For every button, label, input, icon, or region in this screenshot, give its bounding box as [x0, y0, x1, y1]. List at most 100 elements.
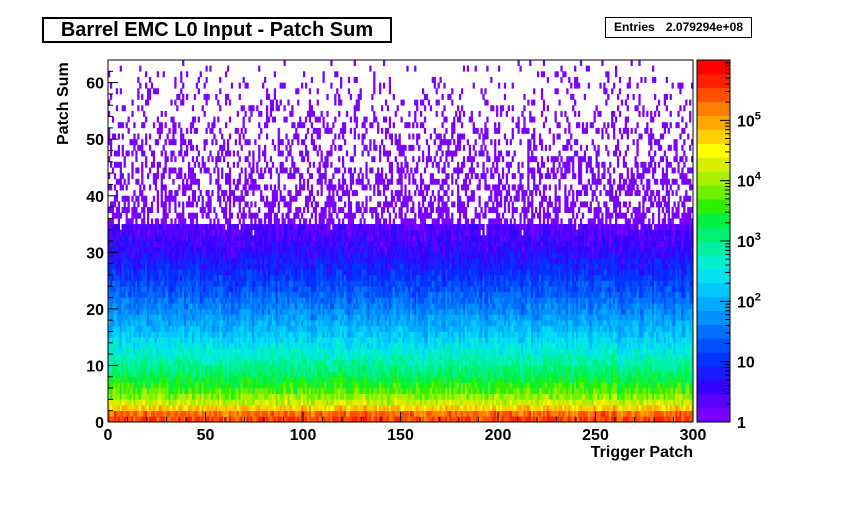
heatmap-cell [127, 297, 130, 304]
heatmap-cell [186, 303, 189, 310]
heatmap-cell [299, 354, 302, 361]
heatmap-cell [326, 325, 329, 332]
heatmap-cell [137, 303, 140, 310]
heatmap-cell [306, 376, 310, 383]
heatmap-cell [154, 342, 158, 349]
heatmap-cell [113, 274, 117, 281]
heatmap-cell [289, 150, 292, 157]
heatmap-cell [164, 246, 167, 253]
heatmap-cell [150, 365, 154, 372]
heatmap-cell [141, 224, 144, 230]
heatmap-cell [119, 308, 122, 315]
heatmap-cell [215, 297, 218, 304]
heatmap-cell [125, 269, 128, 276]
heatmap-cell [234, 263, 237, 270]
heatmap-cell [258, 376, 261, 383]
heatmap-cell [215, 269, 218, 276]
heatmap-cell [293, 365, 296, 372]
heatmap-cell [180, 342, 183, 349]
heatmap-cell [322, 388, 325, 395]
heatmap-cell [109, 416, 113, 423]
heatmap-cell [230, 388, 234, 395]
heatmap-cell [135, 393, 138, 400]
heatmap-cell [328, 393, 331, 400]
heatmap-cell [133, 257, 136, 264]
heatmap-cell [182, 405, 185, 411]
heatmap-cell [158, 337, 161, 344]
heatmap-cell [223, 354, 226, 361]
heatmap-cell [267, 399, 271, 406]
heatmap-cell [135, 207, 138, 214]
heatmap-cell [154, 269, 158, 276]
heatmap-cell [258, 297, 261, 304]
heatmap-cell [152, 122, 156, 129]
heatmap-cell [113, 342, 117, 349]
heatmap-cell [201, 297, 204, 304]
heatmap-cell [160, 388, 163, 395]
heatmap-cell [301, 410, 304, 417]
heatmap-cell [131, 303, 134, 310]
heatmap-cell [137, 331, 140, 338]
heatmap-cell [320, 399, 323, 406]
heatmap-cell [310, 348, 314, 355]
heatmap-cell [324, 161, 327, 168]
heatmap-cell [265, 382, 269, 389]
heatmap-cell [158, 297, 161, 304]
heatmap-cell [166, 393, 169, 400]
heatmap-cell [209, 286, 212, 293]
heatmap-cell [133, 190, 136, 197]
heatmap-cell [262, 269, 265, 276]
heatmap-cell [240, 382, 243, 389]
heatmap-cell [180, 365, 183, 372]
heatmap-cell [164, 257, 167, 264]
heatmap-cell [228, 342, 232, 349]
heatmap-cell [184, 405, 187, 411]
heatmap-cell [256, 252, 259, 259]
heatmap-cell [285, 280, 288, 287]
heatmap-cell [236, 212, 239, 219]
heatmap-cell [277, 263, 280, 270]
heatmap-cell [133, 399, 136, 406]
heatmap-cell [225, 337, 228, 344]
heatmap-cell [275, 376, 278, 383]
heatmap-cell [289, 263, 292, 270]
heatmap-cell [213, 167, 216, 174]
heatmap-cell [147, 235, 150, 242]
heatmap-cell [324, 269, 327, 276]
heatmap-cell [260, 229, 263, 236]
heatmap-cell [301, 348, 304, 355]
heatmap-cell [131, 195, 134, 202]
heatmap-cell [303, 348, 306, 355]
heatmap-cell [310, 212, 314, 219]
heatmap-cell [195, 144, 198, 151]
heatmap-cell [310, 393, 314, 400]
heatmap-cell [174, 229, 177, 236]
heatmap-cell [324, 354, 327, 361]
heatmap-cell [252, 359, 255, 366]
heatmap-cell [223, 331, 226, 338]
heatmap-cell [152, 331, 156, 338]
heatmap-cell [197, 291, 200, 298]
heatmap-cell [306, 410, 310, 417]
heatmap-cell [211, 274, 214, 281]
heatmap-cell [254, 297, 257, 304]
heatmap-cell [199, 286, 202, 293]
heatmap-cell [158, 127, 161, 134]
heatmap-cell [269, 99, 273, 106]
heatmap-cell [168, 354, 171, 361]
heatmap-cell [193, 263, 197, 270]
heatmap-cell [189, 393, 193, 400]
heatmap-cell [240, 371, 243, 378]
heatmap-cell [244, 139, 247, 146]
heatmap-cell [191, 246, 195, 253]
heatmap-cell [152, 156, 156, 163]
heatmap-cell [125, 376, 128, 383]
heatmap-cell [301, 122, 304, 129]
heatmap-cell [108, 337, 111, 344]
heatmap-cell [306, 235, 310, 242]
heatmap-cell [262, 376, 265, 383]
heatmap-cell [267, 359, 271, 366]
heatmap-cell [127, 342, 130, 349]
heatmap-cell [156, 348, 159, 355]
heatmap-cell [168, 297, 171, 304]
